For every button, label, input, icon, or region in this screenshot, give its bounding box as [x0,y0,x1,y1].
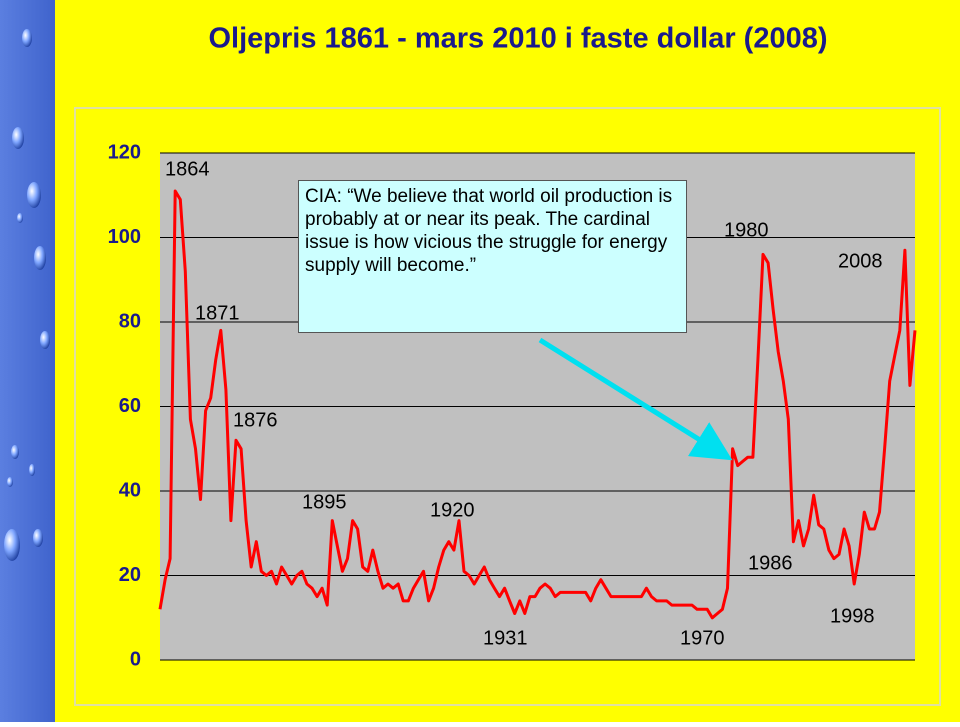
annotation-box: CIA: “We believe that world oil producti… [298,180,687,333]
y-tick-label: 60 [119,395,141,417]
arrow [538,337,733,461]
year-annotation: 1895 [302,491,347,513]
year-annotation: 1980 [724,219,769,241]
chart-title: Oljepris 1861 - mars 2010 i faste dollar… [209,23,828,55]
year-annotation: 1998 [830,605,875,627]
year-annotation: 1876 [233,409,278,431]
y-tick-label: 120 [108,141,141,163]
y-tick-label: 0 [130,648,141,670]
year-annotation: 1871 [195,302,240,324]
year-annotation: 1920 [430,499,475,521]
year-annotation: 2008 [838,250,883,272]
year-annotation: 1970 [680,627,725,649]
year-annotation: 1986 [748,552,793,574]
y-tick-label: 40 [119,479,141,501]
y-tick-label: 100 [108,226,141,248]
year-annotation: 1864 [165,158,210,180]
y-tick-label: 20 [119,564,141,586]
year-annotation: 1931 [483,627,528,649]
droplets [4,29,50,561]
side-strip [0,0,55,722]
chart-frame [74,107,941,706]
data-line [158,189,917,620]
y-tick-label: 80 [119,310,141,332]
